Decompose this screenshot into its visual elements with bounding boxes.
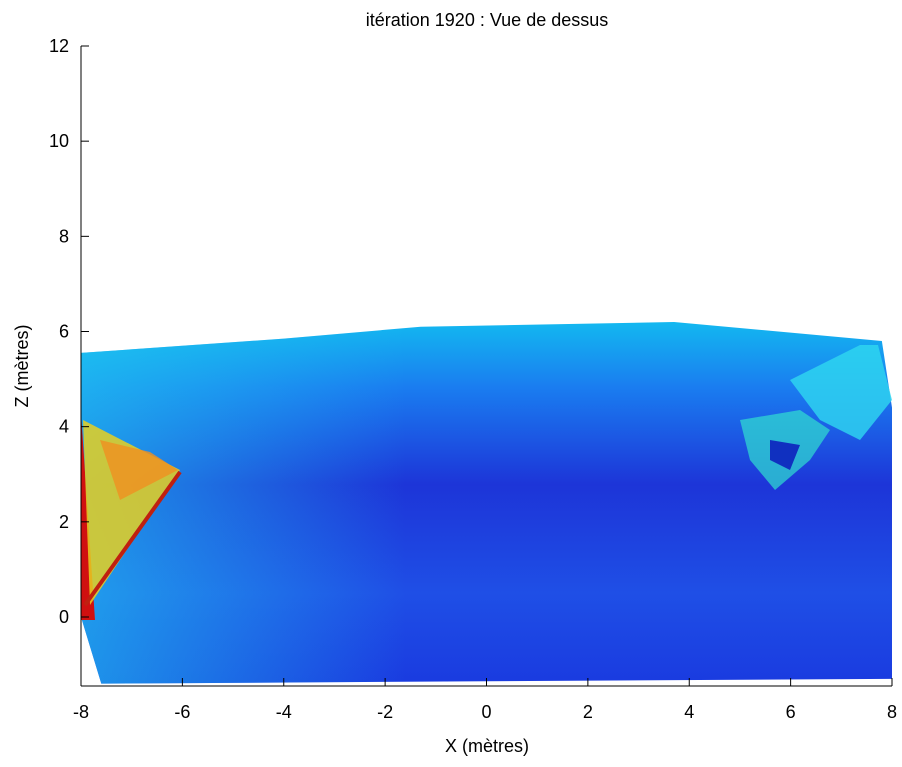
chart-title: itération 1920 : Vue de dessus bbox=[366, 10, 609, 30]
surface-shade bbox=[81, 321, 892, 684]
y-tick-label: 0 bbox=[59, 607, 69, 627]
y-tick-label: 10 bbox=[49, 131, 69, 151]
x-tick-label: 0 bbox=[481, 702, 491, 722]
y-tick-label: 12 bbox=[49, 36, 69, 56]
x-tick-label: -2 bbox=[377, 702, 393, 722]
y-axis-label: Z (mètres) bbox=[12, 325, 32, 408]
x-tick-label: 8 bbox=[887, 702, 897, 722]
y-tick-label: 2 bbox=[59, 512, 69, 532]
surface-detail bbox=[81, 345, 892, 620]
orange-patch bbox=[100, 440, 178, 500]
x-tick-label: 4 bbox=[684, 702, 694, 722]
x-axis-label: X (mètres) bbox=[445, 736, 529, 756]
y-tick-label: 6 bbox=[59, 322, 69, 342]
x-tick-label: -8 bbox=[73, 702, 89, 722]
y-tick-label: 4 bbox=[59, 417, 69, 437]
plot-area bbox=[81, 321, 892, 684]
y-tick-label: 8 bbox=[59, 226, 69, 246]
x-tick-label: 2 bbox=[583, 702, 593, 722]
x-tick-label: -4 bbox=[276, 702, 292, 722]
dark-patch bbox=[770, 440, 800, 470]
x-tick-label: 6 bbox=[786, 702, 796, 722]
red-edge bbox=[83, 470, 182, 607]
cyan-patch bbox=[790, 345, 892, 440]
x-tick-label: -6 bbox=[174, 702, 190, 722]
